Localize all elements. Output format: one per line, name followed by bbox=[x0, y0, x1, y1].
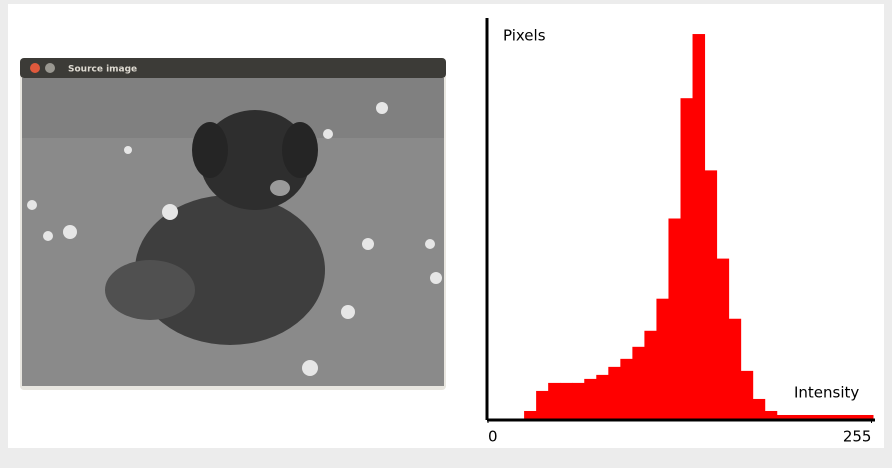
x-axis-label: Intensity bbox=[794, 384, 859, 402]
bar bbox=[548, 382, 561, 419]
close-button[interactable] bbox=[30, 63, 40, 73]
bar bbox=[848, 414, 862, 419]
bar bbox=[704, 170, 718, 419]
bar bbox=[536, 390, 549, 419]
histogram-chart: Pixels Intensity 0 255 bbox=[485, 18, 875, 446]
bar bbox=[836, 414, 850, 419]
title-bar bbox=[20, 58, 446, 78]
photo bbox=[22, 78, 444, 386]
window-title: Source image bbox=[68, 65, 137, 75]
bar bbox=[668, 218, 681, 419]
bar bbox=[620, 358, 633, 419]
bar bbox=[632, 346, 645, 419]
bar bbox=[572, 382, 585, 419]
bar bbox=[824, 414, 838, 419]
bar bbox=[800, 414, 814, 419]
bar bbox=[752, 398, 766, 419]
bar bbox=[524, 410, 537, 419]
bar bbox=[584, 378, 597, 419]
x-tick-label: 255 bbox=[843, 428, 872, 446]
bar bbox=[716, 258, 730, 419]
minimize-button[interactable] bbox=[45, 63, 55, 73]
x-tick-label: 0 bbox=[488, 428, 498, 446]
bar bbox=[860, 414, 874, 419]
bar bbox=[776, 414, 790, 419]
y-axis-label: Pixels bbox=[503, 27, 546, 45]
bar bbox=[680, 98, 694, 419]
bar bbox=[608, 366, 621, 419]
source-window: Source image bbox=[20, 58, 446, 390]
bar bbox=[728, 318, 742, 419]
bar bbox=[656, 298, 669, 419]
bar bbox=[596, 374, 609, 419]
bar bbox=[740, 370, 754, 419]
bar bbox=[560, 382, 573, 419]
bar bbox=[812, 414, 826, 419]
bar bbox=[692, 34, 706, 419]
bar bbox=[644, 330, 657, 419]
bar bbox=[764, 410, 778, 419]
bar bbox=[788, 414, 802, 419]
